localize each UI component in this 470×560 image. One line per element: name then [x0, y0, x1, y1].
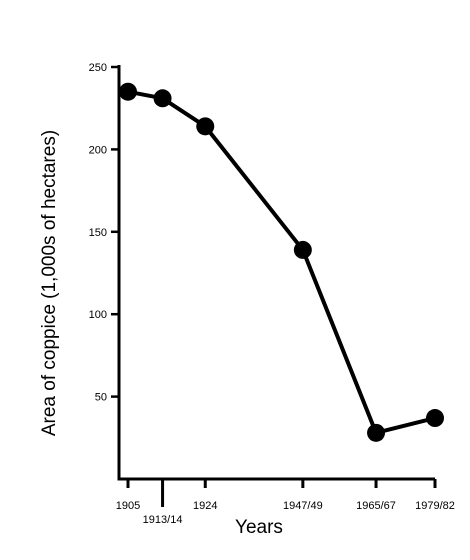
- y-tick-label: 200: [89, 144, 107, 156]
- x-tick-label: 1905: [116, 500, 140, 512]
- data-point: [293, 240, 312, 259]
- series-line: [127, 89, 436, 435]
- axes: [117, 65, 435, 481]
- data-point: [196, 117, 215, 136]
- y-tick-label: 50: [95, 392, 107, 404]
- y-axis-title: Area of coppice (1,000s of hectares): [39, 130, 60, 436]
- x-axis-title: Years: [235, 517, 283, 538]
- x-tick-label: 1924: [193, 500, 217, 512]
- data-point: [153, 89, 172, 108]
- y-tick-label: 150: [89, 227, 107, 239]
- data-point: [367, 423, 386, 442]
- x-tick-label: 1947/49: [283, 500, 323, 512]
- y-tick-label: 100: [89, 309, 107, 321]
- y-tick-label: 250: [89, 62, 107, 74]
- x-tick-label: 1979/82: [415, 500, 455, 512]
- series: [119, 82, 444, 442]
- data-point: [119, 82, 137, 101]
- data-point: [426, 409, 444, 428]
- x-tick-label: 1913/14: [143, 514, 183, 526]
- x-tick-label: 1965/67: [356, 500, 396, 512]
- y-ticks: 50 100 150 200 250: [89, 62, 119, 404]
